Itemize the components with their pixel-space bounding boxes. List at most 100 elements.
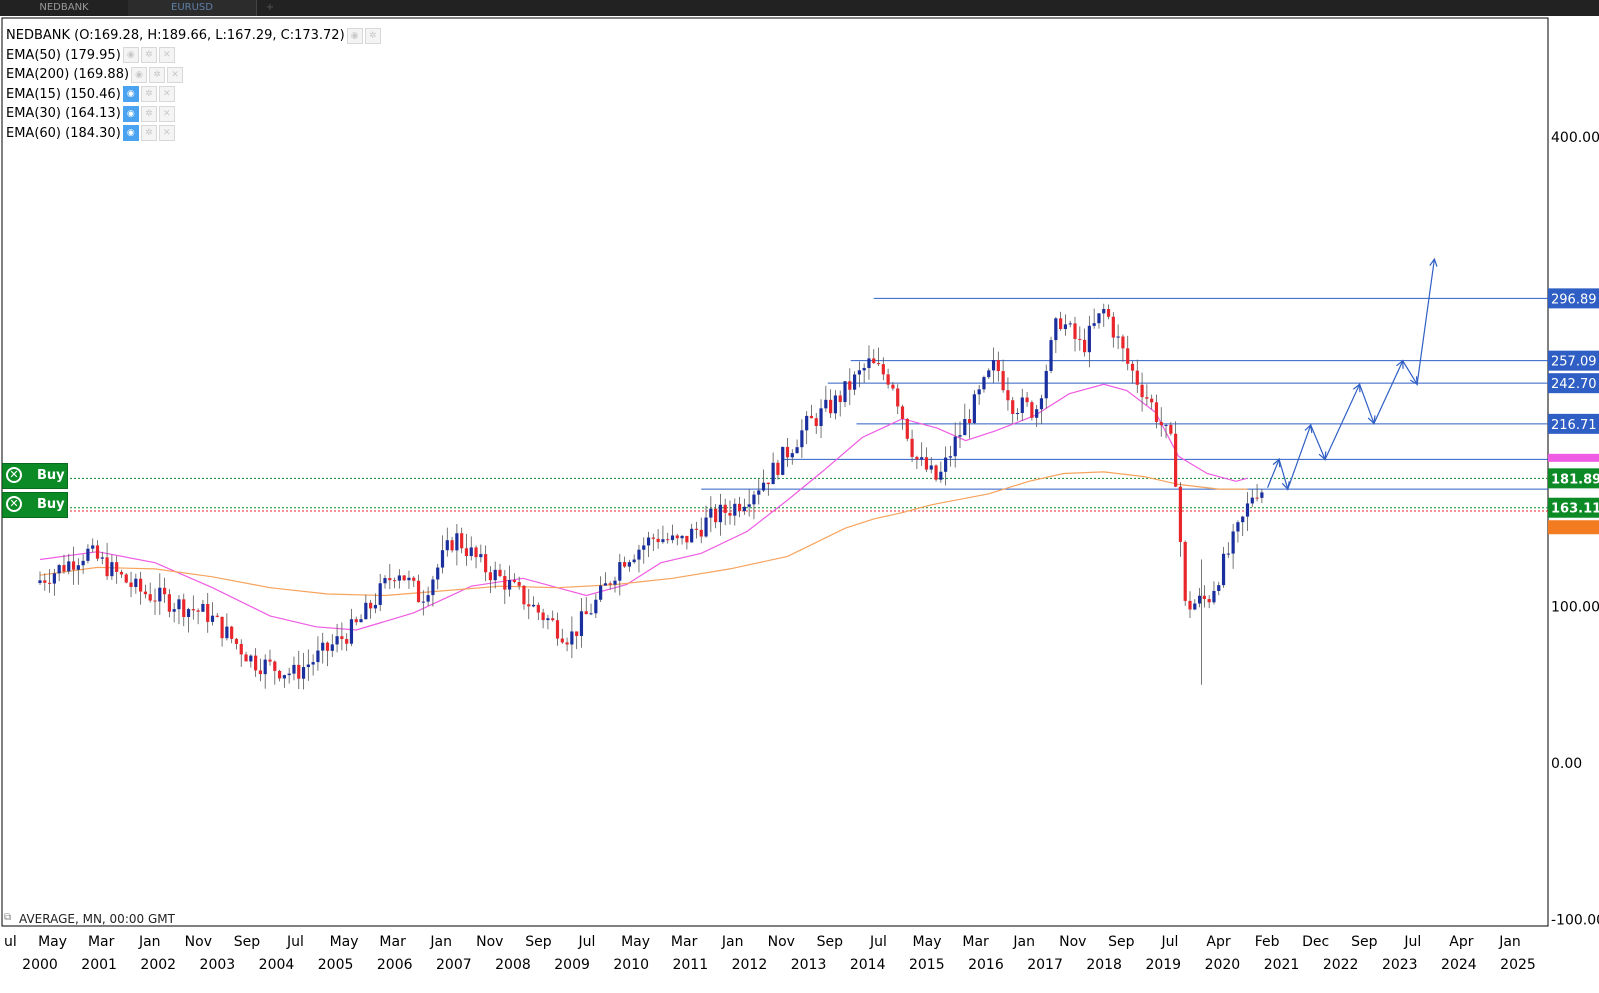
candle-bear xyxy=(555,620,560,639)
ema-line-orange xyxy=(39,471,1248,597)
candle-bull xyxy=(1068,323,1072,325)
level-price-label: 257.09 xyxy=(1551,355,1597,370)
candle-bull xyxy=(455,533,459,551)
plus-icon[interactable]: + xyxy=(265,2,275,13)
candle-bear xyxy=(560,638,564,643)
chart-area[interactable]: 400.00 100.00 0.00 -100.00 ul May Mar Jan Nov Se… xyxy=(0,16,1599,993)
candle-bull xyxy=(1102,309,1106,314)
close-icon[interactable]: ✕ xyxy=(6,467,22,483)
candle-bear xyxy=(340,636,344,640)
projection-path[interactable] xyxy=(1267,259,1435,492)
candle-bear xyxy=(934,465,938,480)
gear-icon[interactable]: ✲ xyxy=(140,105,157,122)
candle-bear xyxy=(43,580,47,583)
close-icon[interactable]: ✕ xyxy=(158,86,175,103)
candle-bear xyxy=(651,537,655,539)
level-price-label: 216.71 xyxy=(1551,418,1597,433)
eye-icon[interactable]: ◉ xyxy=(122,47,139,64)
candle-bear xyxy=(1121,336,1125,349)
x-month-label: Dec xyxy=(1302,934,1329,950)
level-price-tag xyxy=(1548,288,1599,309)
candle-bull xyxy=(86,548,90,561)
candle-bull xyxy=(431,579,435,596)
candle-bear xyxy=(1073,323,1077,339)
candle-bull xyxy=(359,619,363,623)
candle-bear xyxy=(1001,371,1005,391)
legend-ema60-label: EMA(60) (184.30) xyxy=(6,125,121,141)
candle-bull xyxy=(1245,503,1250,517)
candle-bull xyxy=(76,565,80,570)
candle-bear xyxy=(354,619,358,623)
x-year-label: 2005 xyxy=(318,957,354,973)
price-chart[interactable]: 400.00 100.00 0.00 -100.00 ul May Mar Jan Nov Se… xyxy=(0,16,1599,993)
x-year-label: 2002 xyxy=(140,957,176,973)
close-icon[interactable]: ✕ xyxy=(158,125,175,142)
close-icon[interactable]: ✕ xyxy=(6,496,22,512)
candle-bear xyxy=(575,631,579,636)
x-year-label: 2013 xyxy=(791,957,827,973)
x-year-label: 2020 xyxy=(1205,957,1241,973)
buy-button[interactable]: ✕ Buy xyxy=(2,492,68,518)
x-year-label: 2019 xyxy=(1145,957,1181,973)
close-icon[interactable]: ✕ xyxy=(158,47,175,64)
candle-bear xyxy=(115,562,119,572)
eye-icon[interactable]: ◉ xyxy=(122,105,139,122)
candle-bear xyxy=(484,554,488,573)
gear-icon[interactable]: ✲ xyxy=(140,86,157,103)
buy-button[interactable]: ✕ Buy xyxy=(2,463,68,489)
eye-icon[interactable]: ◉ xyxy=(346,27,363,44)
gear-icon[interactable]: ✲ xyxy=(149,66,166,83)
candle-bear xyxy=(1140,384,1144,398)
level-price-label: 242.70 xyxy=(1551,377,1597,392)
candle-bull xyxy=(771,462,775,485)
gear-icon[interactable]: ✲ xyxy=(140,125,157,142)
ema-tag-pink xyxy=(1548,453,1599,462)
projection-arrowhead xyxy=(1318,451,1327,461)
candle-bear xyxy=(148,594,152,601)
x-month-label: Mar xyxy=(379,934,406,950)
candle-bear xyxy=(848,381,852,390)
candle-bear xyxy=(95,545,100,559)
candle-bear xyxy=(1174,433,1178,487)
legend-ema50-label: EMA(50) (179.95) xyxy=(6,47,121,63)
candle-bull xyxy=(944,457,948,472)
candle-bull xyxy=(857,370,861,375)
x-year-label: 2004 xyxy=(259,957,295,973)
drag-handle-icon[interactable]: ⧉ xyxy=(4,912,12,923)
candle-bull xyxy=(177,599,181,610)
candle-bull xyxy=(843,381,847,403)
candle-bull xyxy=(613,580,617,585)
gear-icon[interactable]: ✲ xyxy=(364,27,381,44)
candle-bear xyxy=(1025,397,1029,403)
x-month-label: Jul xyxy=(1160,934,1178,950)
candle-bull xyxy=(316,650,320,663)
eye-icon[interactable]: ◉ xyxy=(131,66,148,83)
candle-bear xyxy=(220,616,224,639)
candle-bear xyxy=(277,670,282,679)
candle-bull xyxy=(301,667,306,679)
ema-tag-orange xyxy=(1548,520,1599,535)
x-year-label: 2001 xyxy=(81,957,117,973)
close-icon[interactable]: ✕ xyxy=(158,105,175,122)
legend-main-row: NEDBANK (O:169.28, H:189.66, L:167.29, C… xyxy=(6,26,381,46)
candle-bull xyxy=(186,609,191,617)
candle-bear xyxy=(522,585,526,605)
tab-eurusd[interactable]: EURUSD xyxy=(128,0,257,16)
candle-bear xyxy=(622,562,627,567)
gear-icon[interactable]: ✲ xyxy=(140,47,157,64)
eye-icon[interactable]: ◉ xyxy=(122,125,139,142)
legend-ema15: EMA(15) (150.46) ◉ ✲ ✕ xyxy=(6,85,381,105)
candle-bull xyxy=(364,602,368,620)
x-month-label: Sep xyxy=(1108,934,1135,950)
tab-nedbank[interactable]: NEDBANK xyxy=(0,0,129,16)
candle-bear xyxy=(273,661,277,671)
candle-bear xyxy=(685,535,689,543)
x-month-label: May xyxy=(621,934,650,950)
eye-icon[interactable]: ◉ xyxy=(122,86,139,103)
candle-bear xyxy=(694,528,699,530)
candle-bull xyxy=(867,358,871,369)
legend-ema50: EMA(50) (179.95) ◉ ✲ ✕ xyxy=(6,46,381,66)
close-icon[interactable]: ✕ xyxy=(167,66,184,83)
candle-bull xyxy=(100,557,104,559)
candle-bear xyxy=(536,604,540,613)
